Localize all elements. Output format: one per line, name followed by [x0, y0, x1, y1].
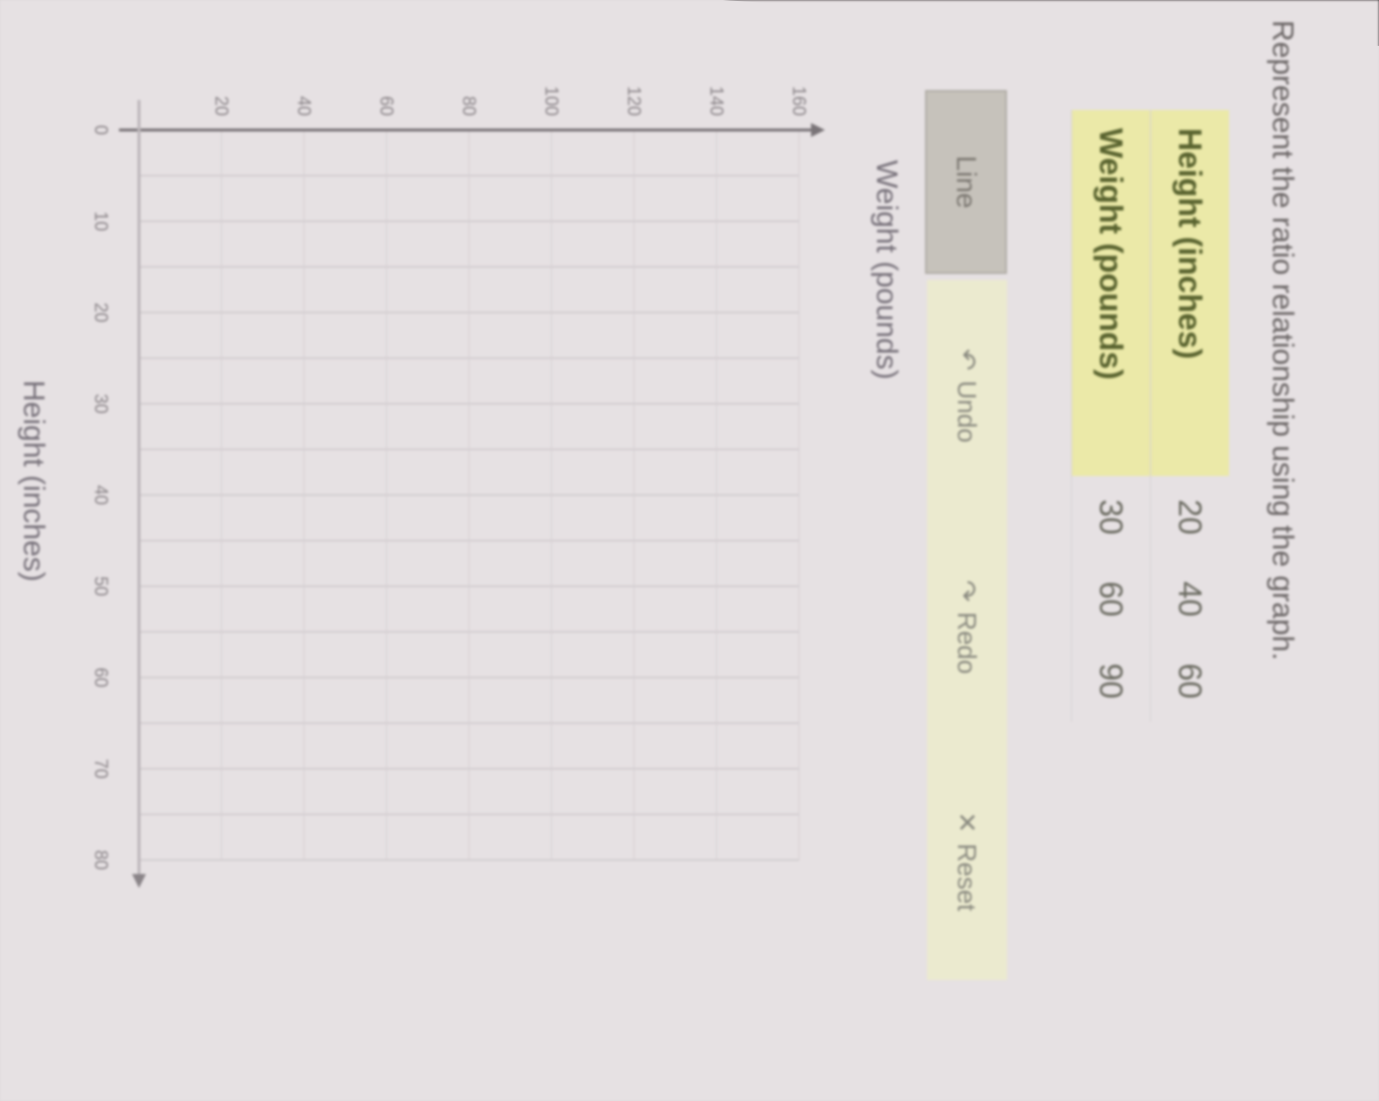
y-tick-label: 120	[624, 86, 644, 116]
reset-label: Reset	[952, 843, 983, 912]
y-tick-label: 100	[542, 86, 562, 116]
line-tool-button[interactable]: Line	[925, 90, 1007, 274]
table-cell: 40	[1150, 558, 1229, 640]
table-cell: 60	[1150, 640, 1229, 722]
reset-button[interactable]: ✕ Reset	[952, 812, 983, 912]
x-axis-arrow-icon	[132, 874, 146, 888]
x-tick-label: 10	[91, 211, 111, 231]
y-tick-label: 140	[707, 86, 727, 116]
y-tick-label: 160	[789, 86, 809, 116]
x-tick-label: 30	[91, 394, 111, 414]
y-tick-label: 60	[377, 96, 397, 116]
graph-toolbar: Line ↶ Undo ↷ Redo ✕ Reset	[925, 90, 1007, 980]
redo-button[interactable]: ↷ Redo	[952, 580, 983, 674]
x-tick-label: 0	[91, 125, 111, 135]
x-tick-label: 60	[91, 667, 111, 687]
x-tick-label: 20	[91, 302, 111, 322]
x-tick-label: 40	[91, 485, 111, 505]
undo-label: Undo	[952, 380, 983, 443]
toolbar-actions: ↶ Undo ↷ Redo ✕ Reset	[927, 280, 1007, 980]
row-header: Height (inches)	[1150, 110, 1229, 476]
x-tick-label: 70	[91, 759, 111, 779]
x-icon: ✕	[952, 811, 983, 834]
graph-canvas[interactable]: 0 10 20 30 40 50 60 70 80 20 40 60 80 100 120 140 160 We…	[0, 0, 909, 1101]
y-tick-label: 40	[294, 96, 314, 116]
table-cell: 20	[1150, 476, 1229, 558]
table-cell: 60	[1071, 558, 1151, 640]
y-tick-label: 80	[459, 96, 479, 116]
table-row: Height (inches) 20 40 60	[1150, 110, 1229, 722]
y-tick-label: 20	[212, 96, 232, 116]
undo-arrow-icon: ↶	[952, 348, 983, 371]
x-axis-title: Height (inches)	[17, 380, 50, 582]
grid	[139, 130, 800, 861]
redo-label: Redo	[952, 611, 983, 675]
table-cell: 90	[1071, 640, 1151, 722]
undo-button[interactable]: ↶ Undo	[952, 349, 983, 443]
ratio-table: Height (inches) 20 40 60 Weight (pounds)…	[1071, 110, 1229, 722]
x-tick-label: 50	[91, 576, 111, 596]
tick-labels: 0 10 20 30 40 50 60 70 80 20 40 60 80 100 120 140 160	[91, 86, 809, 870]
y-axis-arrow-icon	[811, 123, 825, 137]
redo-arrow-icon: ↷	[952, 580, 983, 602]
y-axis-title: Weight (pounds)	[870, 160, 903, 380]
axes	[119, 100, 825, 888]
row-header: Weight (pounds)	[1071, 110, 1151, 476]
prompt-text: Represent the ratio relationship using t…	[1266, 20, 1299, 661]
table-row: Weight (pounds) 30 60 90	[1071, 110, 1151, 722]
table-cell: 30	[1071, 476, 1151, 558]
x-tick-label: 80	[91, 850, 111, 870]
